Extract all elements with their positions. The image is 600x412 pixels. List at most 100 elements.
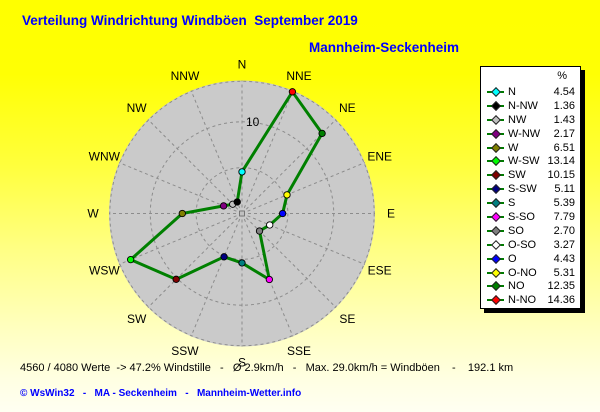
legend-series-line: [487, 212, 504, 222]
diamond-marker-icon: [490, 225, 501, 236]
vertex-marker-se: [255, 227, 264, 235]
legend-box: % N 4.54 N-NW 1.36 NW 1.43 W-NW 2.17 W 6.51 W-SW 13…: [480, 66, 581, 309]
legend-series-line: [487, 225, 504, 236]
legend-series-line: [487, 267, 504, 278]
legend-row: O 4.43: [481, 252, 580, 266]
legend-rows: N 4.54 N-NW 1.36 NW 1.43 W-NW 2.17 W 6.51 W-SW 13.1…: [481, 85, 580, 307]
grid-spoke: [190, 213, 243, 337]
diamond-marker-icon: [490, 86, 501, 97]
direction-label-wsw: WSW: [89, 264, 120, 278]
legend-label: W-SW: [508, 155, 540, 168]
direction-label-n: N: [238, 58, 247, 72]
vertex-marker-sse: [265, 275, 273, 284]
legend-series-line: [487, 114, 504, 125]
diamond-marker-icon: [490, 267, 501, 278]
stats-line: 4560 / 4080 Werte -> 47.2% Windstille - …: [20, 362, 514, 374]
legend-series-line: [487, 100, 504, 111]
legend-value: 4.43: [553, 252, 575, 265]
grid-spoke: [190, 90, 243, 214]
legend-row: S-SO 7.79: [481, 210, 580, 224]
legend-row: SW 10.15: [481, 168, 580, 182]
legend-label: N-NW: [508, 99, 538, 112]
direction-label-nnw: NNW: [171, 69, 200, 83]
station-name: Mannheim-Seckenheim: [309, 40, 460, 55]
legend-label: N: [508, 85, 516, 98]
legend-label: S-SO: [508, 210, 535, 223]
vertex-marker-e: [278, 209, 287, 218]
legend-row: W-SW 13.14: [481, 154, 580, 168]
diamond-marker-icon: [490, 253, 501, 264]
legend-label: NW: [508, 113, 527, 126]
legend-series-line: [487, 281, 504, 292]
diamond-marker-icon: [490, 198, 501, 209]
vertex-marker-w: [178, 209, 186, 218]
diamond-marker-icon: [490, 128, 501, 139]
legend-row: W 6.51: [481, 141, 580, 155]
axis-tick-label: 10: [246, 115, 260, 129]
legend-series-line: [487, 184, 504, 195]
direction-label-sse: SSE: [287, 344, 311, 358]
direction-label-sw: SW: [127, 312, 147, 326]
grid-spoke: [147, 119, 243, 214]
legend-row: N 4.54: [481, 85, 580, 99]
vertex-marker-nnw: [233, 198, 241, 206]
grid-spoke: [241, 90, 294, 214]
legend-value: 7.79: [553, 210, 575, 223]
grid-spoke: [118, 162, 243, 214]
legend-row: S-SW 5.11: [481, 182, 580, 196]
direction-label-ne: NE: [339, 101, 356, 115]
diamond-marker-icon: [490, 281, 501, 292]
grid-spoke: [241, 213, 366, 265]
legend-series-line: [487, 142, 504, 153]
legend-series-line: [487, 198, 504, 209]
diamond-marker-icon: [490, 142, 501, 153]
legend-value: 1.36: [553, 99, 575, 112]
vertex-marker-nne: [288, 88, 297, 96]
legend-series-line: [487, 128, 504, 139]
vertex-marker-ese: [266, 221, 274, 229]
legend-value: 14.36: [547, 294, 575, 307]
vertex-marker-ssw: [220, 253, 228, 261]
legend-value: 5.31: [553, 266, 575, 279]
diamond-marker-icon: [490, 239, 501, 250]
legend-value: 13.14: [547, 155, 575, 168]
direction-label-w: W: [87, 207, 99, 221]
legend-series-line: [487, 170, 504, 181]
legend-value: 3.27: [553, 238, 575, 251]
diamond-marker-icon: [490, 212, 501, 222]
grid-spoke: [118, 213, 243, 265]
vertex-marker-wsw: [126, 255, 135, 264]
legend-header-percent: %: [557, 70, 567, 82]
legend-value: 2.17: [553, 127, 575, 140]
grid-spoke: [147, 213, 243, 308]
vertex-marker-ne: [318, 129, 326, 138]
legend-value: 2.70: [553, 224, 575, 237]
direction-label-e: E: [387, 207, 395, 221]
legend-label: O-NO: [508, 266, 537, 279]
direction-label-nne: NNE: [286, 69, 311, 83]
diamond-marker-icon: [490, 295, 501, 306]
legend-label: W-NW: [508, 127, 541, 140]
legend-label: SO: [508, 224, 524, 237]
direction-label-wnw: WNW: [89, 149, 121, 163]
legend-label: S-SW: [508, 183, 537, 196]
footer-credit: © WsWin32 - MA - Seckenheim - Mannheim-W…: [20, 388, 302, 399]
legend-row: SO 2.70: [481, 224, 580, 238]
direction-label-s: S: [238, 356, 246, 370]
legend-label: O: [508, 252, 517, 265]
legend-label: SW: [508, 169, 526, 182]
vertex-marker-s: [238, 259, 246, 267]
grid-circle: [195, 167, 289, 260]
legend-value: 6.51: [553, 141, 575, 154]
diamond-marker-icon: [490, 184, 501, 195]
legend-series-line: [487, 86, 504, 97]
direction-label-ene: ENE: [367, 149, 392, 163]
legend-label: W: [508, 141, 519, 154]
legend-series-line: [487, 253, 504, 264]
vertex-marker-wnw: [219, 202, 228, 210]
legend-label: O-SO: [508, 238, 537, 251]
diamond-marker-icon: [490, 114, 501, 125]
direction-label-ssw: SSW: [171, 344, 199, 358]
